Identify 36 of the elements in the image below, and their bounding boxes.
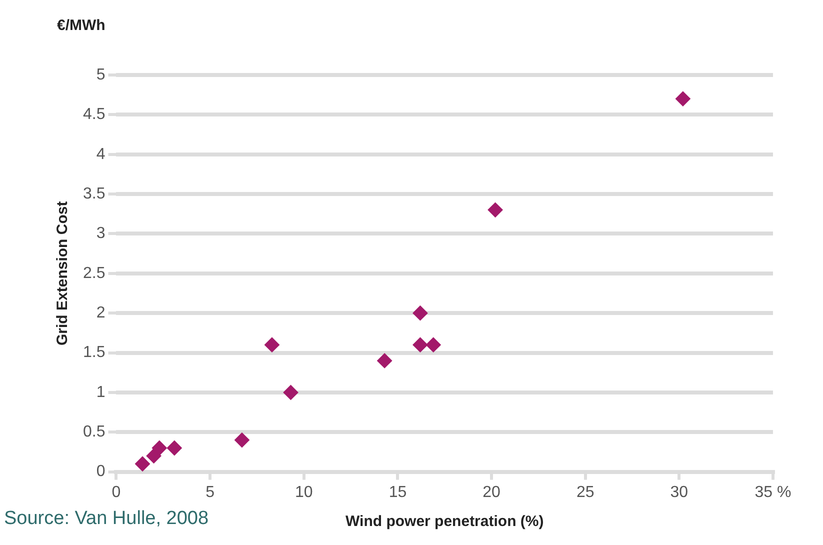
x-tick-label: 20 xyxy=(482,484,501,501)
y-tick-label: 4.5 xyxy=(82,106,106,124)
y-tick-label: 5 xyxy=(96,66,106,84)
point xyxy=(412,306,428,321)
x-tick-label: 25 xyxy=(576,484,594,501)
point xyxy=(426,337,441,352)
y-tick-label: 1.5 xyxy=(82,344,106,362)
point xyxy=(264,337,280,352)
y-tick-label: 2.5 xyxy=(82,264,106,282)
source-note: Source: Van Hulle, 2008 xyxy=(4,508,209,529)
x-tick-label: 30 xyxy=(670,484,688,501)
y-tick-label: 4 xyxy=(96,146,106,163)
point xyxy=(135,456,150,472)
y-tick-label: 0.5 xyxy=(82,424,106,441)
x-tick-label: 15 xyxy=(388,484,407,501)
point xyxy=(283,384,298,400)
y-tick-label: 3 xyxy=(96,225,106,242)
x-tick-label: 5 xyxy=(206,484,215,501)
text: €/MWh xyxy=(57,17,106,34)
x-axis-title: Wind power penetration (%) xyxy=(346,513,544,530)
y-tick-label: 2 xyxy=(96,304,106,322)
point xyxy=(488,202,503,218)
y-axis-title: Grid Extension Cost xyxy=(54,201,72,346)
point xyxy=(412,337,428,352)
point xyxy=(234,432,250,448)
y-tick-label: 1 xyxy=(96,384,106,401)
point xyxy=(675,91,690,106)
y-tick-label: 0 xyxy=(96,463,106,480)
x-tick-label: 35 % xyxy=(754,484,792,501)
point xyxy=(152,440,167,456)
point xyxy=(166,440,182,456)
x-tick-label: 10 xyxy=(294,484,313,501)
point xyxy=(377,353,392,368)
point xyxy=(146,448,162,464)
y-tick-label: 3.5 xyxy=(82,185,106,202)
x-tick-label: 0 xyxy=(112,484,121,501)
